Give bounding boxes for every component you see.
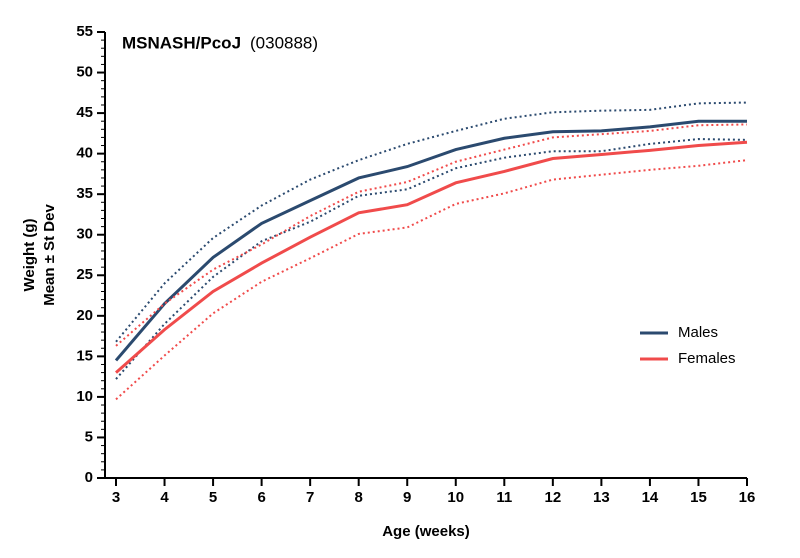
x-tick-label: 5 — [209, 489, 217, 506]
sd-line — [115, 123, 748, 347]
y-tick-label: 45 — [76, 104, 93, 121]
x-tick-label: 3 — [112, 489, 120, 506]
y-tick-label: 35 — [76, 185, 93, 202]
y-tick-label: 15 — [76, 347, 93, 364]
y-axis-label: Mean ± St Dev — [41, 204, 58, 306]
x-tick-label: 8 — [355, 489, 363, 506]
x-axis-label: Age (weeks) — [382, 523, 470, 540]
y-tick-label: 50 — [76, 64, 93, 81]
mean-line — [115, 140, 748, 374]
chart-subtitle: (030888) — [250, 33, 318, 52]
y-tick-label: 10 — [76, 388, 93, 405]
sd-line — [115, 138, 748, 380]
legend-label: Males — [678, 324, 718, 341]
x-tick-label: 12 — [545, 489, 562, 506]
y-tick-label: 40 — [76, 145, 93, 162]
chart-title: MSNASH/PcoJ — [122, 33, 241, 52]
mean-line — [114, 119, 747, 362]
x-tick-label: 9 — [403, 489, 411, 506]
x-tick-label: 4 — [160, 489, 169, 506]
x-tick-label: 13 — [593, 489, 610, 506]
legend-label: Females — [678, 350, 736, 367]
y-tick-label: 25 — [76, 266, 93, 283]
x-tick-label: 15 — [690, 489, 707, 506]
y-tick-label: 55 — [76, 23, 93, 40]
sd-line — [115, 101, 748, 343]
x-tick-label: 6 — [257, 489, 265, 506]
x-tick-label: 16 — [739, 489, 756, 506]
y-tick-label: 0 — [85, 469, 93, 486]
y-axis-label: Weight (g) — [21, 218, 38, 291]
x-tick-label: 14 — [642, 489, 659, 506]
sd-line — [115, 159, 748, 401]
y-tick-label: 20 — [76, 307, 93, 324]
x-tick-label: 10 — [447, 489, 464, 506]
x-tick-label: 7 — [306, 489, 314, 506]
y-tick-label: 5 — [85, 428, 93, 445]
x-tick-label: 11 — [496, 489, 512, 506]
y-tick-label: 30 — [76, 226, 93, 243]
